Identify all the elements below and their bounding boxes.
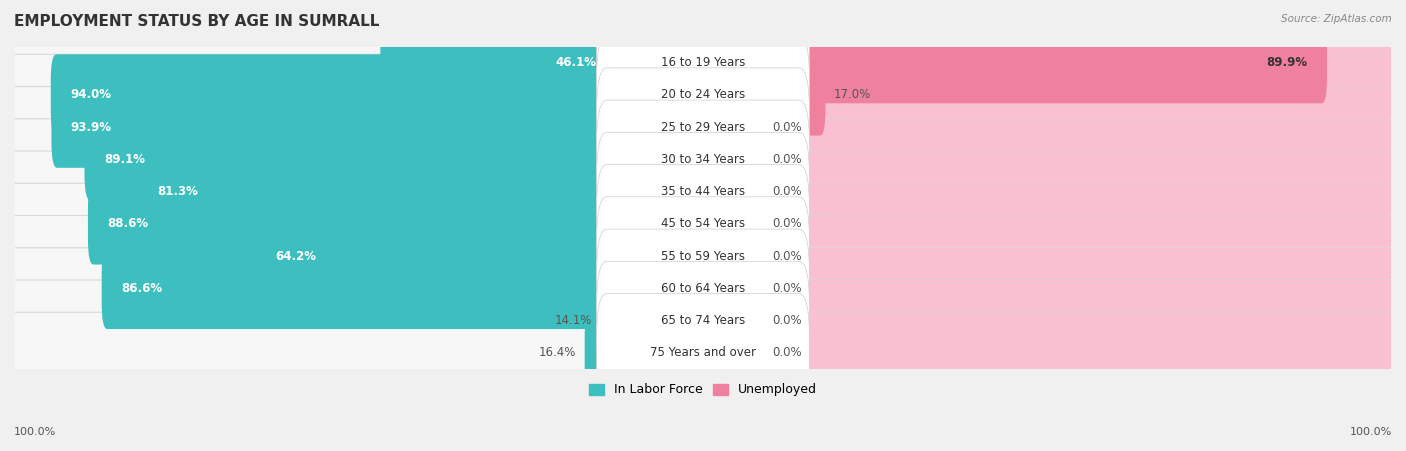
Text: 0.0%: 0.0% [772, 282, 801, 295]
Text: 89.1%: 89.1% [104, 153, 145, 166]
FancyBboxPatch shape [697, 119, 763, 200]
Text: 0.0%: 0.0% [772, 121, 801, 133]
Text: 0.0%: 0.0% [772, 314, 801, 327]
FancyBboxPatch shape [10, 312, 1396, 394]
Text: 16 to 19 Years: 16 to 19 Years [661, 56, 745, 69]
FancyBboxPatch shape [10, 280, 1396, 361]
Text: Source: ZipAtlas.com: Source: ZipAtlas.com [1281, 14, 1392, 23]
Text: 64.2%: 64.2% [276, 250, 316, 262]
Text: 0.0%: 0.0% [772, 185, 801, 198]
FancyBboxPatch shape [256, 216, 709, 297]
Text: 46.1%: 46.1% [555, 56, 596, 69]
FancyBboxPatch shape [596, 132, 810, 251]
FancyBboxPatch shape [381, 22, 709, 103]
Text: 60 to 64 Years: 60 to 64 Years [661, 282, 745, 295]
Text: 0.0%: 0.0% [772, 250, 801, 262]
FancyBboxPatch shape [697, 312, 763, 394]
FancyBboxPatch shape [697, 216, 1396, 297]
FancyBboxPatch shape [697, 151, 1396, 232]
Text: 16.4%: 16.4% [538, 346, 576, 359]
Text: 25 to 29 Years: 25 to 29 Years [661, 121, 745, 133]
Text: 100.0%: 100.0% [14, 428, 56, 437]
FancyBboxPatch shape [10, 54, 1396, 136]
Text: 88.6%: 88.6% [107, 217, 148, 230]
Text: 14.1%: 14.1% [555, 314, 592, 327]
FancyBboxPatch shape [596, 261, 810, 380]
FancyBboxPatch shape [697, 280, 763, 361]
FancyBboxPatch shape [697, 87, 763, 168]
FancyBboxPatch shape [101, 248, 709, 329]
FancyBboxPatch shape [51, 54, 709, 136]
FancyBboxPatch shape [697, 22, 1396, 103]
FancyBboxPatch shape [697, 312, 1396, 394]
FancyBboxPatch shape [697, 87, 1396, 168]
FancyBboxPatch shape [138, 151, 709, 232]
FancyBboxPatch shape [596, 229, 810, 348]
Legend: In Labor Force, Unemployed: In Labor Force, Unemployed [583, 378, 823, 401]
FancyBboxPatch shape [596, 3, 810, 122]
Text: 17.0%: 17.0% [834, 88, 870, 101]
FancyBboxPatch shape [10, 183, 1396, 265]
Text: 35 to 44 Years: 35 to 44 Years [661, 185, 745, 198]
Text: 45 to 54 Years: 45 to 54 Years [661, 217, 745, 230]
Text: 0.0%: 0.0% [772, 346, 801, 359]
FancyBboxPatch shape [697, 22, 1327, 103]
FancyBboxPatch shape [10, 248, 1396, 329]
FancyBboxPatch shape [10, 87, 1396, 168]
FancyBboxPatch shape [10, 22, 1396, 103]
FancyBboxPatch shape [697, 248, 763, 329]
Text: 81.3%: 81.3% [157, 185, 198, 198]
FancyBboxPatch shape [596, 68, 810, 187]
Text: 55 to 59 Years: 55 to 59 Years [661, 250, 745, 262]
Text: 94.0%: 94.0% [70, 88, 111, 101]
Text: 89.9%: 89.9% [1267, 56, 1308, 69]
Text: 0.0%: 0.0% [772, 217, 801, 230]
FancyBboxPatch shape [596, 197, 810, 316]
FancyBboxPatch shape [697, 216, 763, 297]
FancyBboxPatch shape [697, 54, 1396, 136]
FancyBboxPatch shape [697, 280, 1396, 361]
FancyBboxPatch shape [10, 151, 1396, 232]
FancyBboxPatch shape [697, 119, 1396, 200]
FancyBboxPatch shape [596, 294, 810, 412]
FancyBboxPatch shape [596, 165, 810, 283]
Text: 86.6%: 86.6% [121, 282, 162, 295]
FancyBboxPatch shape [697, 183, 1396, 265]
FancyBboxPatch shape [600, 280, 709, 361]
FancyBboxPatch shape [585, 312, 709, 394]
FancyBboxPatch shape [10, 216, 1396, 297]
FancyBboxPatch shape [89, 183, 709, 265]
FancyBboxPatch shape [697, 248, 1396, 329]
Text: 20 to 24 Years: 20 to 24 Years [661, 88, 745, 101]
Text: EMPLOYMENT STATUS BY AGE IN SUMRALL: EMPLOYMENT STATUS BY AGE IN SUMRALL [14, 14, 380, 28]
Text: 65 to 74 Years: 65 to 74 Years [661, 314, 745, 327]
Text: 75 Years and over: 75 Years and over [650, 346, 756, 359]
FancyBboxPatch shape [84, 119, 709, 200]
Text: 93.9%: 93.9% [70, 121, 111, 133]
FancyBboxPatch shape [10, 119, 1396, 200]
FancyBboxPatch shape [596, 100, 810, 219]
FancyBboxPatch shape [697, 151, 763, 232]
FancyBboxPatch shape [596, 36, 810, 154]
FancyBboxPatch shape [697, 183, 763, 265]
FancyBboxPatch shape [697, 54, 825, 136]
Text: 100.0%: 100.0% [1350, 428, 1392, 437]
Text: 30 to 34 Years: 30 to 34 Years [661, 153, 745, 166]
Text: 0.0%: 0.0% [772, 153, 801, 166]
FancyBboxPatch shape [52, 87, 709, 168]
